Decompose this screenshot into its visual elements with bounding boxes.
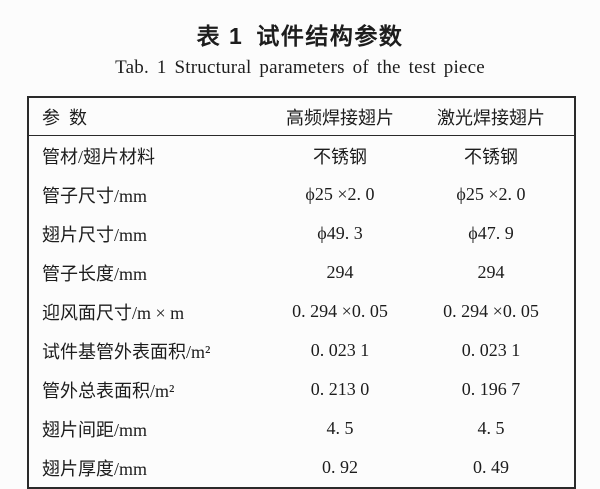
laser-value: 0. 294 ×0. 05 [443, 301, 539, 321]
table-title-english: Tab. 1 Structural parameters of the test… [115, 57, 485, 78]
laser-value: 0. 49 [473, 457, 509, 477]
laser-value: ϕ47. 9 [468, 223, 514, 243]
laser-value: ϕ25 ×2. 0 [456, 184, 526, 204]
param-label: 管材/翅片材料 [42, 146, 156, 167]
param-label: 翅片尺寸/mm [42, 224, 148, 245]
param-label: 翅片厚度/mm [42, 458, 148, 479]
laser-value: 4. 5 [477, 418, 505, 438]
hf-value: ϕ49. 3 [317, 223, 363, 243]
hf-value: 294 [326, 262, 354, 282]
param-label: 迎风面尺寸/m × m [42, 302, 185, 323]
column-header-hf-welded-fin: 高频焊接翅片 [272, 97, 408, 136]
table-row: 管材/翅片材料 不锈钢 不锈钢 [28, 136, 575, 176]
column-header-laser-welded-fin: 激光焊接翅片 [408, 97, 575, 136]
hf-value: 0. 92 [322, 457, 358, 477]
laser-value: 294 [477, 262, 505, 282]
hf-value: 0. 023 1 [310, 340, 370, 360]
hf-value: 4. 5 [326, 418, 354, 438]
table-row: 试件基管外表面积/m² 0. 023 1 0. 023 1 [28, 331, 575, 370]
hf-value: 0. 213 0 [310, 379, 370, 399]
table-row: 管子尺寸/mm ϕ25 ×2. 0 ϕ25 ×2. 0 [28, 175, 575, 214]
param-label: 试件基管外表面积/m² [42, 341, 211, 362]
column-header-parameter: 参 数 [28, 97, 272, 136]
hf-value: 0. 294 ×0. 05 [292, 301, 388, 321]
param-label: 管子尺寸/mm [42, 185, 148, 206]
table-header-row: 参 数 高频焊接翅片 激光焊接翅片 [28, 97, 575, 136]
table-row: 迎风面尺寸/m × m 0. 294 ×0. 05 0. 294 ×0. 05 [28, 292, 575, 331]
laser-value: 0. 196 7 [461, 379, 521, 399]
table-title-chinese: 表 1 试件结构参数 [196, 23, 404, 49]
laser-value: 0. 023 1 [461, 340, 521, 360]
param-label: 管外总表面积/m² [42, 380, 175, 401]
table-row: 翅片厚度/mm 0. 92 0. 49 [28, 448, 575, 488]
param-label: 管子长度/mm [42, 263, 148, 284]
table-row: 管外总表面积/m² 0. 213 0 0. 196 7 [28, 370, 575, 409]
laser-value: 不锈钢 [464, 146, 518, 167]
hf-value: ϕ25 ×2. 0 [305, 184, 375, 204]
table-row: 管子长度/mm 294 294 [28, 253, 575, 292]
structural-parameters-table: 参 数 高频焊接翅片 激光焊接翅片 管材/翅片材料 不锈钢 不锈钢 管子尺寸/m… [27, 96, 576, 489]
table-row: 翅片间距/mm 4. 5 4. 5 [28, 409, 575, 448]
hf-value: 不锈钢 [313, 146, 367, 167]
param-label: 翅片间距/mm [42, 419, 148, 440]
table-row: 翅片尺寸/mm ϕ49. 3 ϕ47. 9 [28, 214, 575, 253]
